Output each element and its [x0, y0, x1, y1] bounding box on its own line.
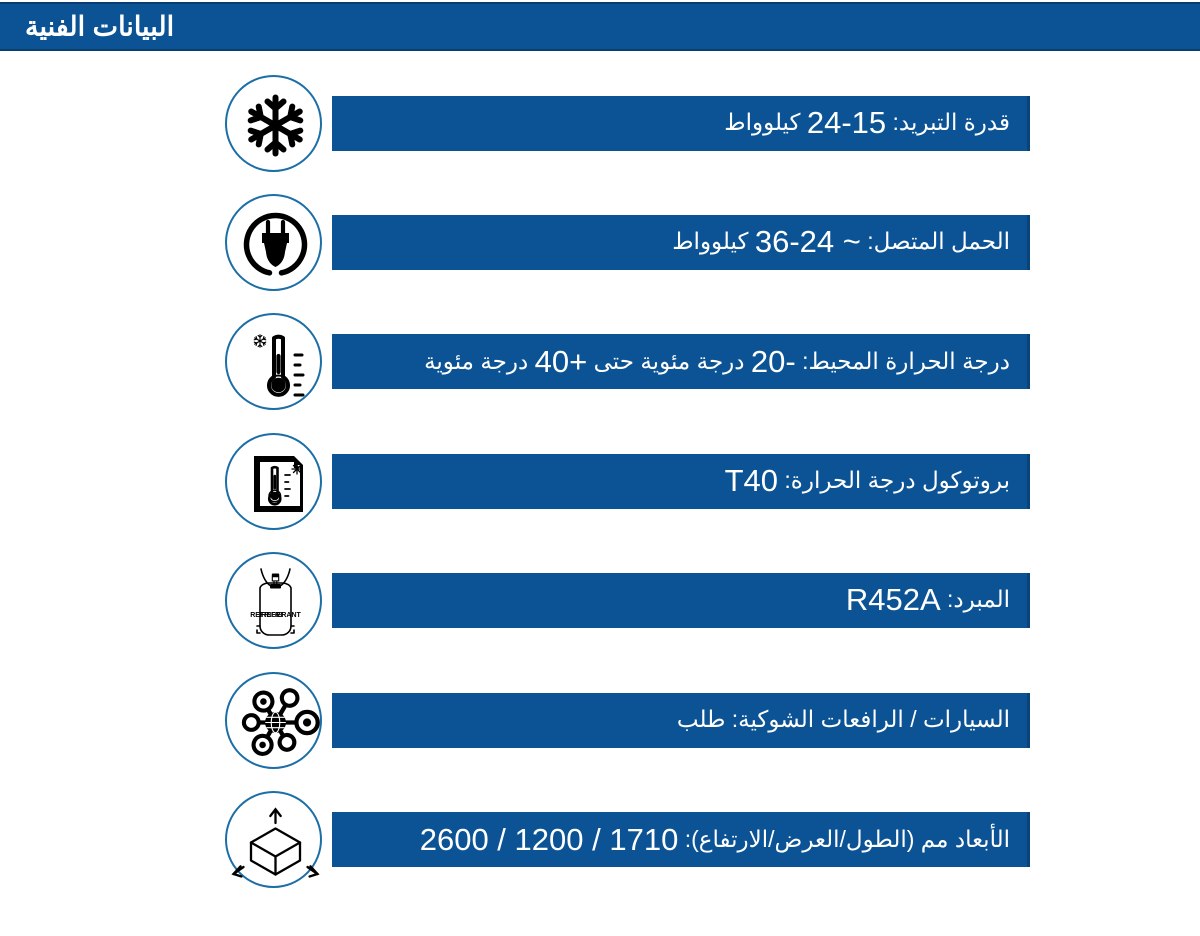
svg-text:REFRI: REFRI	[261, 612, 282, 619]
